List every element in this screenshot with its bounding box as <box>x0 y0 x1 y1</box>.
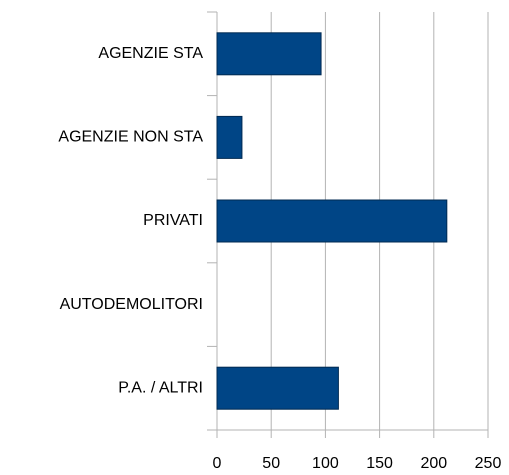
x-tick-label: 200 <box>420 455 447 472</box>
bar <box>216 115 243 159</box>
bar <box>216 32 322 76</box>
x-tick-label: 150 <box>366 455 393 472</box>
y-tick-label: AGENZIE NON STA <box>58 129 203 146</box>
x-tick-label: 50 <box>262 455 280 472</box>
y-tick-label: AUTODEMOLITORI <box>60 296 203 313</box>
y-tick-label: P.A. / ALTRI <box>118 379 203 396</box>
bar <box>216 199 448 243</box>
x-tick-label: 100 <box>312 455 339 472</box>
x-tick-label: 250 <box>475 455 502 472</box>
y-tick-label: AGENZIE STA <box>98 45 203 62</box>
bar <box>216 366 339 410</box>
x-tick-label: 0 <box>213 455 222 472</box>
y-tick-label: PRIVATI <box>143 212 203 229</box>
